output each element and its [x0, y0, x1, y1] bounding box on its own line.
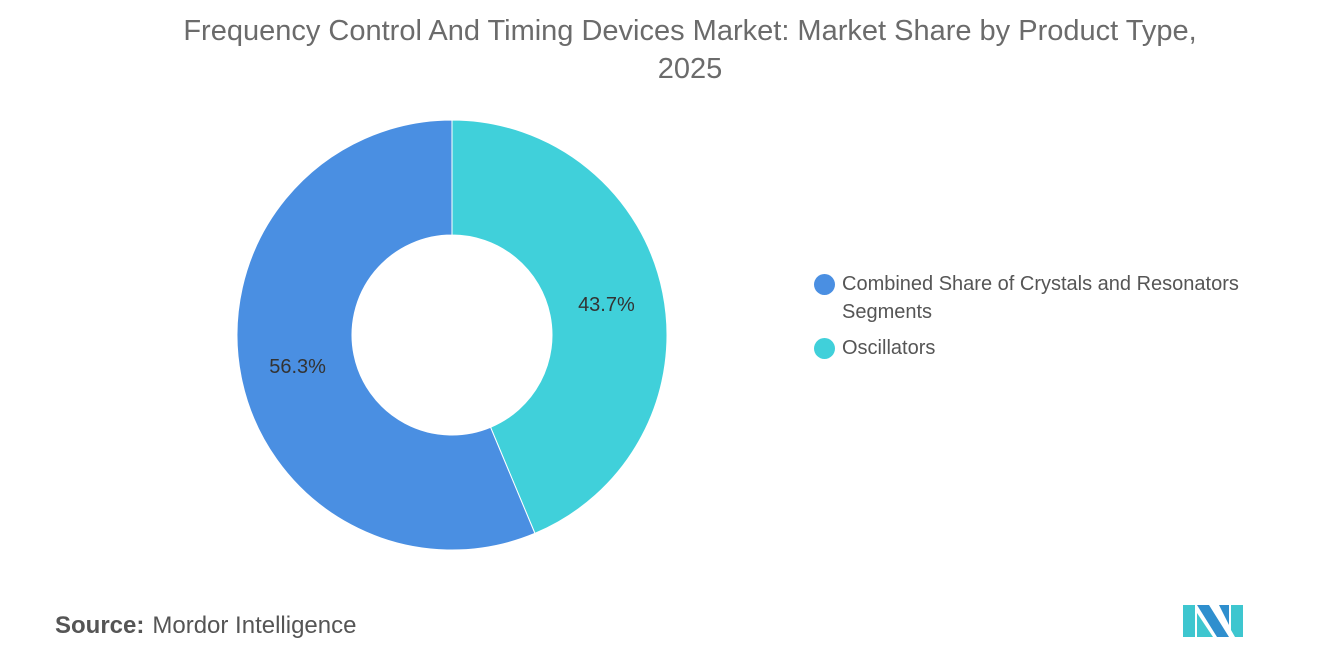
legend-item-combined: Combined Share of Crystals and Resonator… — [814, 270, 1294, 326]
source-label: Source: — [55, 612, 145, 639]
donut-slice-oscillators — [451, 119, 668, 535]
legend-item-oscillators: Oscillators — [814, 334, 1294, 362]
chart-title: Frequency Control And Timing Devices Mar… — [183, 15, 1197, 85]
data-label: 56.3% — [269, 356, 326, 378]
source-value: Mordor Intelligence — [152, 612, 357, 639]
source: Source: Mordor Intelligence — [55, 612, 356, 640]
legend-marker — [814, 274, 835, 295]
legend-label: Oscillators — [842, 337, 936, 359]
legend-marker — [814, 338, 835, 359]
legend: Combined Share of Crystals and Resonator… — [814, 270, 1294, 370]
data-label: 43.7% — [578, 294, 635, 316]
mordor-intelligence-logo — [1183, 605, 1243, 637]
legend-label: Combined Share of Crystals and Resonator… — [842, 273, 1239, 323]
donut-slice-combined — [236, 119, 536, 551]
